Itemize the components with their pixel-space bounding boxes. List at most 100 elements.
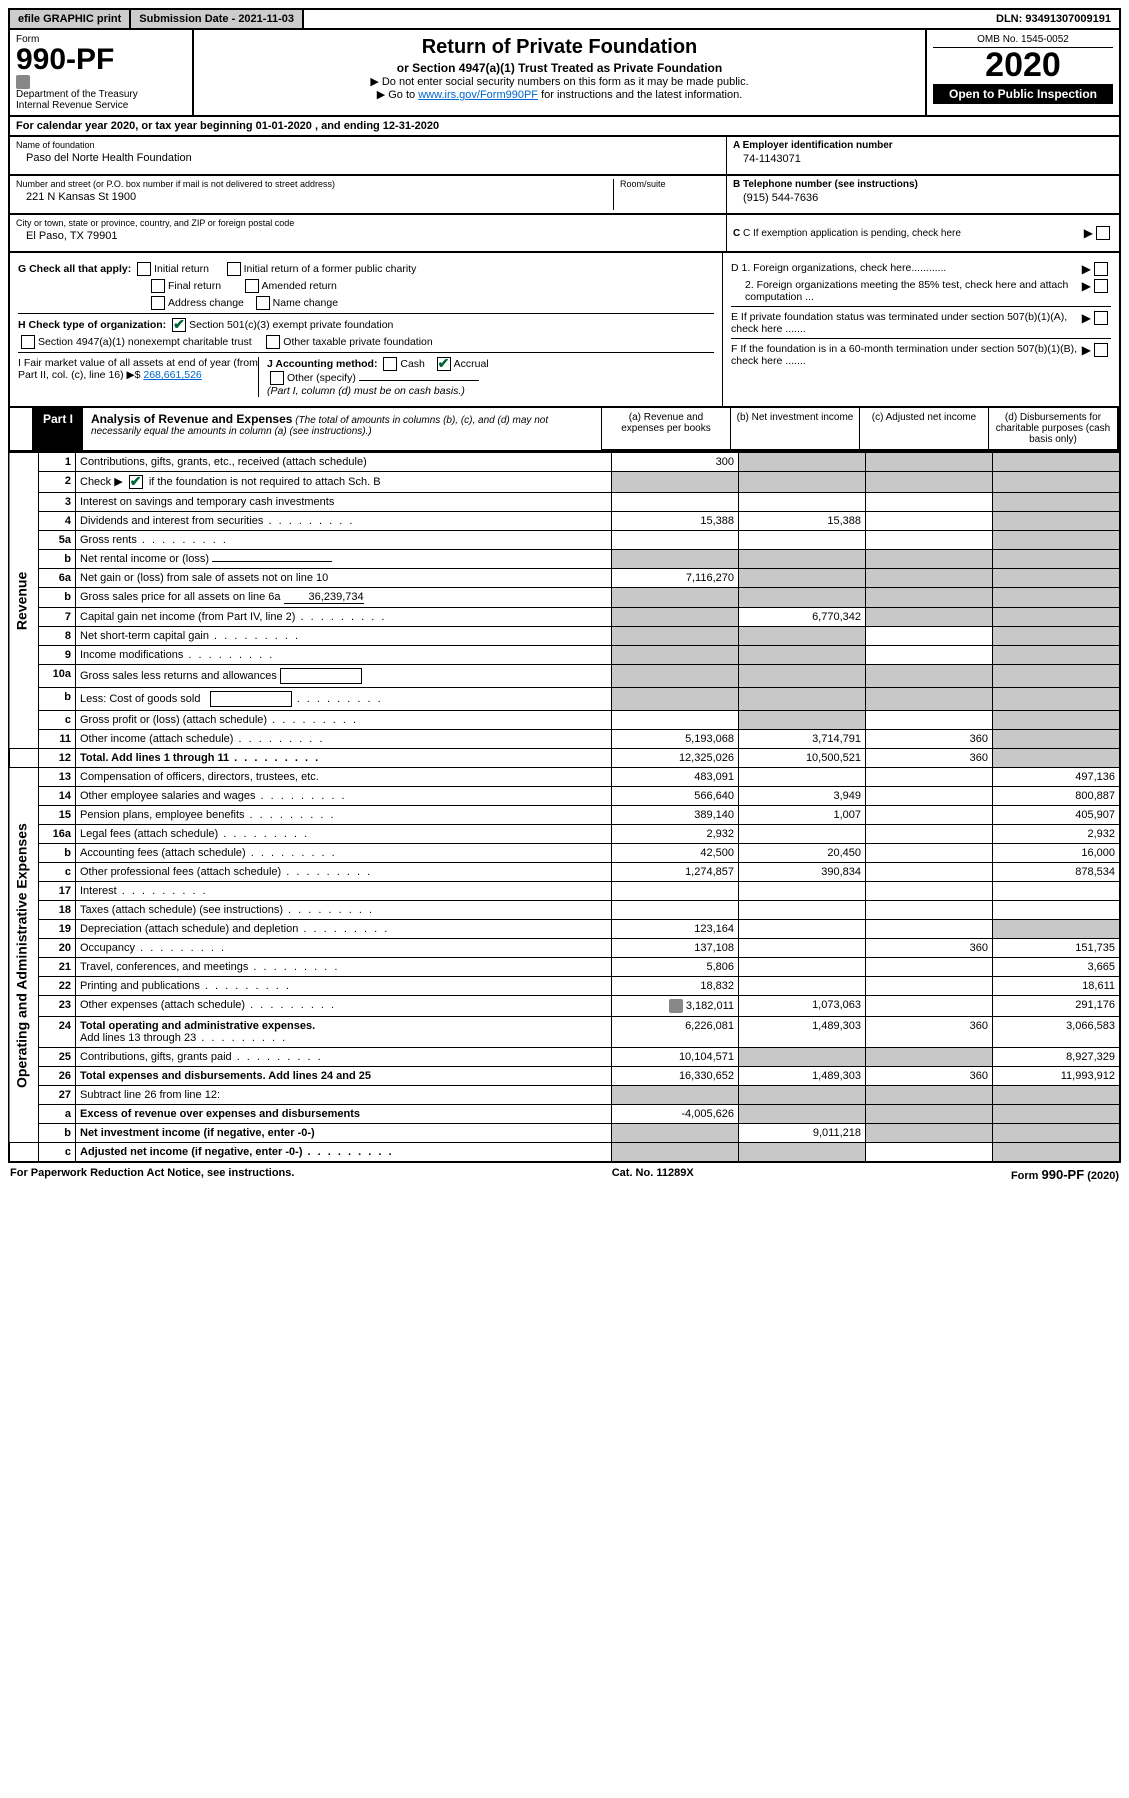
- j-other-checkbox[interactable]: [270, 371, 284, 385]
- g-final-checkbox[interactable]: [151, 279, 165, 293]
- table-row: cOther professional fees (attach schedul…: [9, 863, 1120, 882]
- line-13-label: Compensation of officers, directors, tru…: [76, 768, 612, 787]
- h-501c3: Section 501(c)(3) exempt private foundat…: [189, 319, 393, 331]
- form-subtitle: or Section 4947(a)(1) Trust Treated as P…: [202, 61, 917, 75]
- open-inspection: Open to Public Inspection: [933, 84, 1113, 104]
- table-row: 3Interest on savings and temporary cash …: [9, 493, 1120, 512]
- line-9-num: 9: [39, 646, 76, 665]
- d1-checkbox[interactable]: [1094, 262, 1108, 276]
- g-amended-checkbox[interactable]: [245, 279, 259, 293]
- table-row: 27Subtract line 26 from line 12:: [9, 1086, 1120, 1105]
- line-16a-label: Legal fees (attach schedule): [76, 825, 612, 844]
- arrow-icon: ▶: [1082, 279, 1091, 303]
- table-row: 21Travel, conferences, and meetings5,806…: [9, 958, 1120, 977]
- c-checkbox[interactable]: [1096, 226, 1110, 240]
- line-13-a: 483,091: [612, 768, 739, 787]
- attachment-icon[interactable]: [669, 999, 683, 1013]
- line-4-a: 15,388: [612, 512, 739, 531]
- f-label: F If the foundation is in a 60-month ter…: [731, 343, 1082, 367]
- g-initial-checkbox[interactable]: [137, 262, 151, 276]
- fmv-value[interactable]: 268,661,526: [143, 369, 201, 381]
- g-row: G Check all that apply: Initial return I…: [18, 262, 714, 276]
- line-23-label: Other expenses (attach schedule): [76, 996, 612, 1017]
- entity-name-row: Name of foundation Paso del Norte Health…: [8, 137, 1121, 176]
- line-18-num: 18: [39, 901, 76, 920]
- table-row: 16aLegal fees (attach schedule)2,9322,93…: [9, 825, 1120, 844]
- line-12-c: 360: [866, 749, 993, 768]
- j-cash: Cash: [400, 358, 425, 370]
- line-26-a: 16,330,652: [612, 1067, 739, 1086]
- tax-year: 2020: [933, 48, 1113, 82]
- table-row: Operating and Administrative Expenses 13…: [9, 768, 1120, 787]
- footer-mid: Cat. No. 11289X: [612, 1167, 694, 1182]
- table-row: 8Net short-term capital gain: [9, 627, 1120, 646]
- line-27a-a: -4,005,626: [612, 1105, 739, 1124]
- table-row: 22Printing and publications18,83218,611: [9, 977, 1120, 996]
- schb-checkbox[interactable]: [129, 475, 143, 489]
- line-25-a: 10,104,571: [612, 1048, 739, 1067]
- dln-number: DLN: 93491307009191: [988, 10, 1119, 28]
- col-c-header: (c) Adjusted net income: [859, 408, 988, 450]
- line-22-d: 18,611: [993, 977, 1121, 996]
- line-3-num: 3: [39, 493, 76, 512]
- line-15-label: Pension plans, employee benefits: [76, 806, 612, 825]
- table-row: 15Pension plans, employee benefits389,14…: [9, 806, 1120, 825]
- line-20-a: 137,108: [612, 939, 739, 958]
- table-row: 11Other income (attach schedule)5,193,06…: [9, 730, 1120, 749]
- g-addr-checkbox[interactable]: [151, 296, 165, 310]
- line-19-a: 123,164: [612, 920, 739, 939]
- j-accrual: Accrual: [454, 358, 489, 370]
- table-row: Revenue 1 Contributions, gifts, grants, …: [9, 453, 1120, 472]
- line-23-d: 291,176: [993, 996, 1121, 1017]
- line-14-num: 14: [39, 787, 76, 806]
- line-10c-num: c: [39, 711, 76, 730]
- table-row: 14Other employee salaries and wages566,6…: [9, 787, 1120, 806]
- form-number: 990-PF: [16, 43, 114, 76]
- efile-print-button[interactable]: efile GRAPHIC print: [10, 10, 131, 28]
- h-4947-checkbox[interactable]: [21, 335, 35, 349]
- instr2-pre: ▶ Go to: [377, 89, 418, 101]
- h-label: H Check type of organization:: [18, 319, 166, 331]
- j-accrual-checkbox[interactable]: [437, 357, 451, 371]
- table-row: bLess: Cost of goods sold: [9, 688, 1120, 711]
- line-7-label: Capital gain net income (from Part IV, l…: [76, 608, 612, 627]
- h-other-checkbox[interactable]: [266, 335, 280, 349]
- line-10b-num: b: [39, 688, 76, 711]
- g-name-checkbox[interactable]: [256, 296, 270, 310]
- line-6a-num: 6a: [39, 569, 76, 588]
- line-16a-d: 2,932: [993, 825, 1121, 844]
- table-row: 24Total operating and administrative exp…: [9, 1017, 1120, 1048]
- line-23-a: 3,182,011: [612, 996, 739, 1017]
- line-12-b: 10,500,521: [739, 749, 866, 768]
- line-4-label: Dividends and interest from securities: [76, 512, 612, 531]
- h-501c3-checkbox[interactable]: [172, 318, 186, 332]
- line-27b-label: Net investment income (if negative, ente…: [76, 1124, 612, 1143]
- table-row: bNet rental income or (loss): [9, 550, 1120, 569]
- line-26-num: 26: [39, 1067, 76, 1086]
- i-label: I Fair market value of all assets at end…: [18, 357, 258, 381]
- form-link[interactable]: www.irs.gov/Form990PF: [418, 89, 538, 101]
- g-initial-former-checkbox[interactable]: [227, 262, 241, 276]
- d2-checkbox[interactable]: [1094, 279, 1108, 293]
- line-27c-label: Adjusted net income (if negative, enter …: [76, 1143, 612, 1163]
- checks-section: G Check all that apply: Initial return I…: [8, 253, 1121, 408]
- line-19-num: 19: [39, 920, 76, 939]
- line-14-b: 3,949: [739, 787, 866, 806]
- j-cash-checkbox[interactable]: [383, 357, 397, 371]
- instr-2: ▶ Go to www.irs.gov/Form990PF for instru…: [202, 88, 917, 101]
- line-21-a: 5,806: [612, 958, 739, 977]
- line-15-a: 389,140: [612, 806, 739, 825]
- table-row: 23Other expenses (attach schedule) 3,182…: [9, 996, 1120, 1017]
- line-12-num: 12: [39, 749, 76, 768]
- d2-row: 2. Foreign organizations meeting the 85%…: [731, 279, 1111, 303]
- line-1-a: 300: [612, 453, 739, 472]
- e-checkbox[interactable]: [1094, 311, 1108, 325]
- table-row: 6aNet gain or (loss) from sale of assets…: [9, 569, 1120, 588]
- line-5a-num: 5a: [39, 531, 76, 550]
- phone-label: B Telephone number (see instructions): [733, 179, 1113, 190]
- f-checkbox[interactable]: [1094, 343, 1108, 357]
- arrow-icon: ▶: [1082, 311, 1091, 335]
- line-11-b: 3,714,791: [739, 730, 866, 749]
- line-8-num: 8: [39, 627, 76, 646]
- line-21-d: 3,665: [993, 958, 1121, 977]
